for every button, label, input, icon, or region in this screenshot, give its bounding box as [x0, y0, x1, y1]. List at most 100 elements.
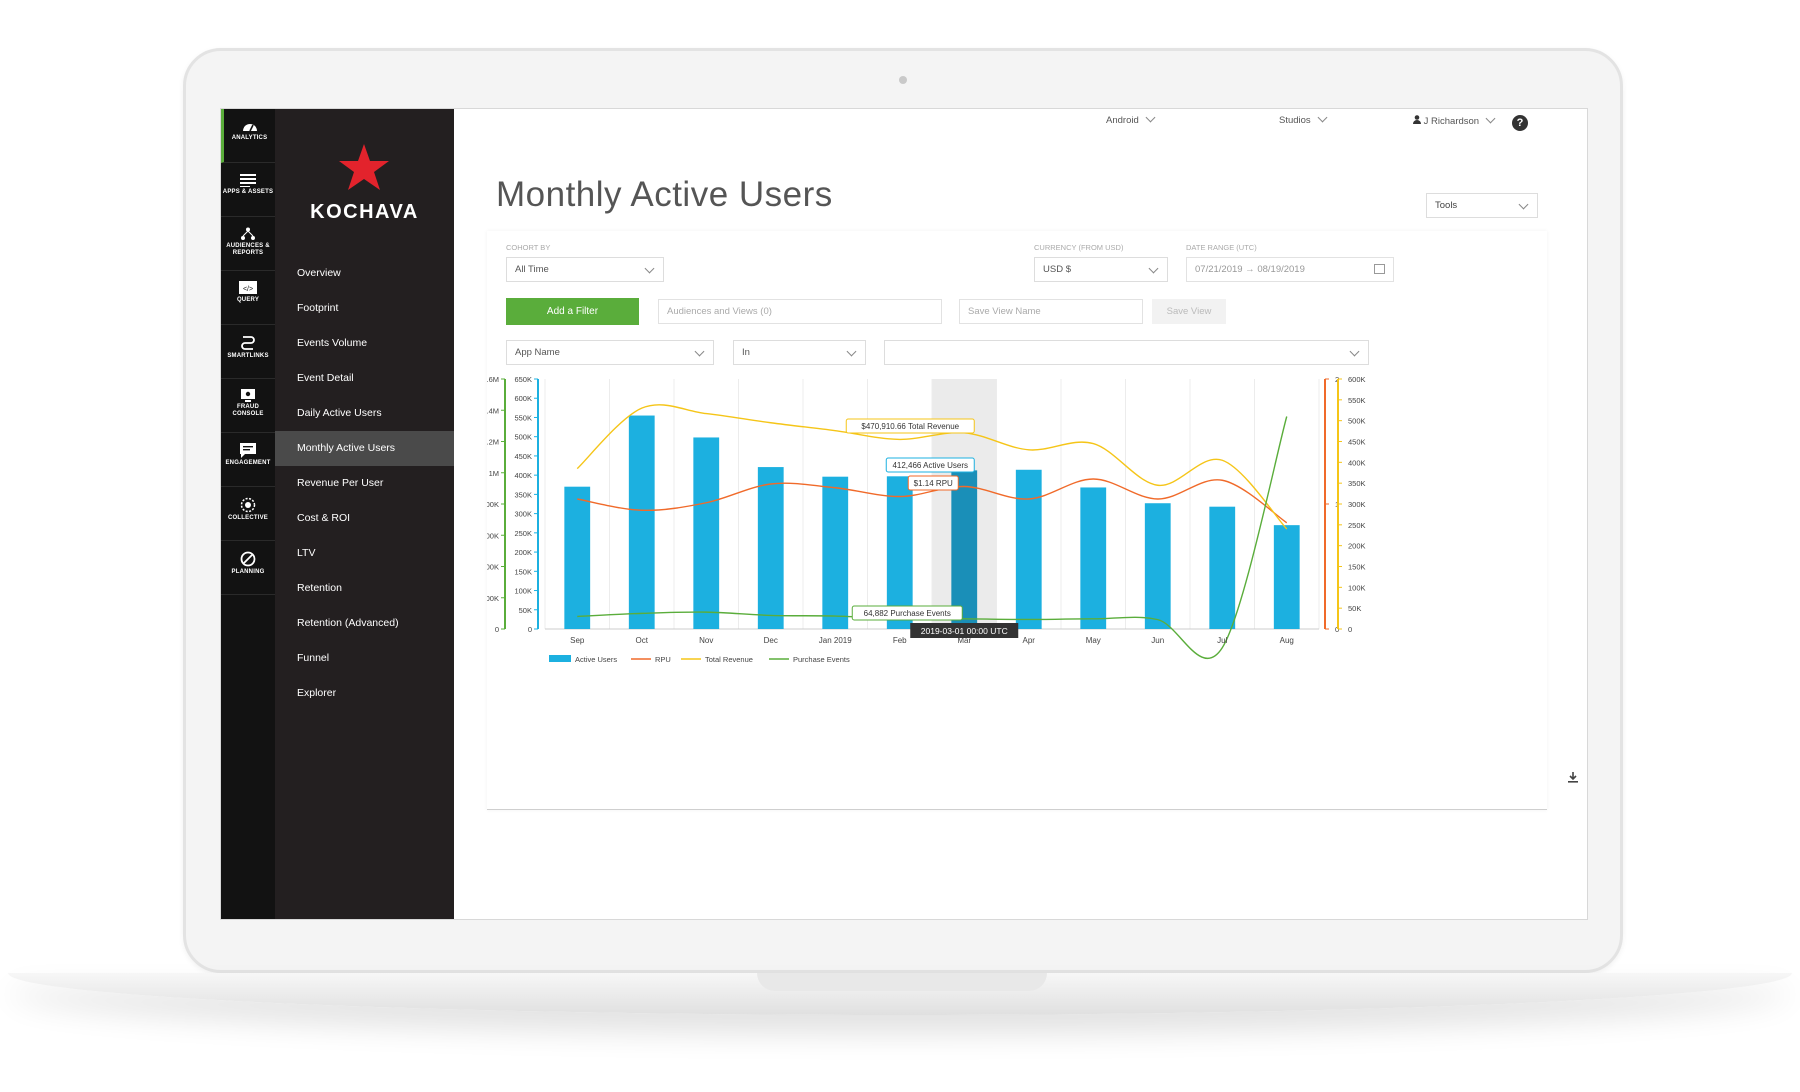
cohort-select[interactable]: All Time — [506, 257, 664, 282]
axis-events-tick-label: 1.6M — [487, 375, 499, 384]
currency-select[interactable]: USD $ — [1034, 257, 1168, 282]
filter-values-select[interactable] — [884, 340, 1369, 365]
x-tick-label: Aug — [1280, 636, 1294, 645]
tooltip-purchase-events: 64,882 Purchase Events — [864, 609, 951, 618]
axis-revenue-tick-label: 450K — [1348, 438, 1366, 447]
audiences-views-input[interactable]: Audiences and Views (0) — [658, 299, 942, 324]
date-range-input[interactable]: 07/21/2019 → 08/19/2019 — [1186, 257, 1394, 282]
help-icon[interactable]: ? — [1512, 115, 1528, 131]
axis-revenue-tick-label: 250K — [1348, 521, 1366, 530]
axis-active-tick-label: 400K — [514, 471, 532, 480]
nav-item-retention[interactable]: Retention — [297, 582, 342, 594]
x-tick-label: Feb — [893, 636, 907, 645]
tools-label: Tools — [1435, 200, 1458, 211]
save-view-button[interactable]: Save View — [1152, 299, 1226, 324]
axis-revenue-tick-label: 400K — [1348, 458, 1366, 467]
laptop-camera — [899, 76, 907, 84]
x-tick-label: Oct — [636, 636, 649, 645]
axis-rpu-tick-label: 0 — [1335, 625, 1339, 634]
tooltip-purchase-events-box — [851, 605, 963, 621]
nav-item-overview[interactable]: Overview — [297, 267, 341, 279]
icon-rail: ANALYTICS APPS & ASSETS AUDIENCES & REPO… — [221, 109, 275, 919]
rail-item-planning[interactable]: PLANNING — [221, 541, 275, 595]
nav-item-footprint[interactable]: Footprint — [297, 302, 339, 314]
filter-operator-value: In — [742, 347, 750, 358]
rail-item-query[interactable]: </> QUERY — [221, 271, 275, 325]
rail-item-smartlinks[interactable]: SMARTLINKS — [221, 325, 275, 379]
chevron-down-icon — [1349, 346, 1360, 357]
x-tick-label: Sep — [570, 636, 585, 645]
axis-active-tick-label: 600K — [514, 394, 532, 403]
nav-item-ltv[interactable]: LTV — [297, 547, 316, 559]
org-selector[interactable]: Studios — [1279, 112, 1328, 126]
mau-combo-chart[interactable]: 0 200K 400K 600K 800K 1M 1.2M 1.4M 1.6M 0 50K 100K 1… — [487, 371, 1467, 681]
tooltip-total-revenue: $470,910.66 Total Revenue — [861, 422, 959, 431]
rail-label: SMARTLINKS — [227, 353, 269, 359]
axis-revenue-tick-label: 200K — [1348, 542, 1366, 551]
code-window-icon: </> — [239, 281, 257, 294]
chevron-down-icon — [694, 346, 705, 357]
chat-bubble-icon — [240, 443, 256, 458]
rail-item-analytics[interactable]: ANALYTICS — [221, 109, 275, 163]
nav-item-event-detail[interactable]: Event Detail — [297, 372, 354, 384]
tooltip-rpu-box — [907, 475, 959, 491]
rail-item-audiences-reports[interactable]: AUDIENCES & REPORTS — [221, 217, 275, 271]
nav-item-explorer[interactable]: Explorer — [297, 687, 337, 699]
tooltip-active-users: 412,466 Active Users — [892, 461, 968, 470]
axis-events-tick-label: 0 — [495, 625, 499, 634]
axis-active-tick-label: 0 — [528, 625, 532, 634]
app-selector[interactable]: Android — [1106, 112, 1156, 126]
line-purchase-events — [577, 416, 1288, 660]
tools-dropdown[interactable]: Tools — [1426, 193, 1538, 218]
axis-revenue-tick-label: 500K — [1348, 417, 1366, 426]
nav-item-funnel[interactable]: Funnel — [297, 652, 330, 664]
bar-active-users — [1144, 503, 1171, 629]
axis-active-tick-label: 100K — [514, 587, 532, 596]
page-title: Monthly Active Users — [496, 175, 833, 214]
nav-item-cost-roi[interactable]: Cost & ROI — [297, 512, 351, 524]
x-tick-label: May — [1086, 636, 1101, 645]
rail-item-apps-assets[interactable]: APPS & ASSETS — [221, 163, 275, 217]
chevron-down-icon — [1485, 113, 1496, 124]
bar-active-users — [822, 476, 849, 629]
axis-active-tick-label: 650K — [514, 375, 532, 384]
axis-revenue-tick-label: 100K — [1348, 583, 1366, 592]
filter-field-select[interactable]: App Name — [506, 340, 714, 365]
bar-active-users — [886, 476, 913, 629]
rail-item-engagement[interactable]: ENGAGEMENT — [221, 433, 275, 487]
nav-item-monthly-active-users[interactable]: Monthly Active Users — [275, 431, 454, 466]
cohort-label: COHORT BY — [506, 243, 551, 252]
line-total-revenue — [576, 404, 1288, 530]
fraud-monitor-icon — [241, 389, 255, 402]
user-name: J Richardson — [1423, 116, 1480, 127]
download-icon[interactable] — [1568, 772, 1578, 786]
planning-compass-icon — [240, 551, 256, 567]
nav-item-events-volume[interactable]: Events Volume — [297, 337, 368, 349]
svg-text:</>: </> — [243, 286, 253, 293]
chevron-down-icon — [1518, 199, 1529, 210]
save-view-name-input[interactable]: Save View Name — [959, 299, 1143, 324]
axis-active-tick-label: 350K — [514, 490, 532, 499]
axis-active-tick-label: 500K — [514, 433, 532, 442]
rail-item-collective[interactable]: COLLECTIVE — [221, 487, 275, 541]
nav-item-daily-active-users[interactable]: Daily Active Users — [297, 407, 382, 419]
legend-swatch — [549, 655, 571, 662]
legend-label: RPU — [655, 655, 671, 664]
nav-item-retention-advanced[interactable]: Retention (Advanced) — [297, 617, 399, 629]
app-selector-label: Android — [1106, 115, 1139, 126]
rail-label: PLANNING — [231, 569, 265, 575]
nav-item-revenue-per-user[interactable]: Revenue Per User — [297, 477, 384, 489]
line-rpu — [577, 478, 1288, 524]
bar-active-users — [1209, 506, 1236, 629]
add-filter-button[interactable]: Add a Filter — [506, 298, 639, 325]
x-tick-label: Mar — [957, 636, 971, 645]
x-tick-label: Nov — [699, 636, 713, 645]
x-tick-label: Jan 2019 — [819, 636, 852, 645]
rail-item-fraud-console[interactable]: FRAUD CONSOLE — [221, 379, 275, 433]
user-menu[interactable]: J Richardson — [1413, 113, 1496, 127]
legend-label: Purchase Events — [793, 655, 850, 664]
filter-operator-select[interactable]: In — [733, 340, 866, 365]
axis-events-tick-label: 200K — [487, 594, 499, 603]
axis-active-tick-label: 250K — [514, 529, 532, 538]
legend-label: Total Revenue — [705, 655, 753, 664]
